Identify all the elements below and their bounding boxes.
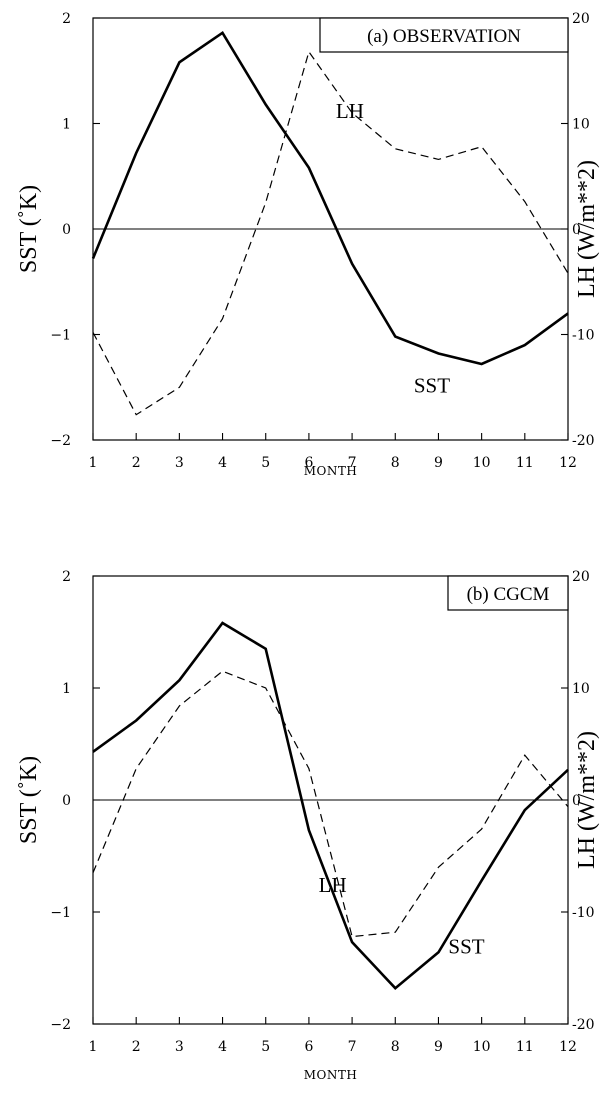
y-axis-title: SST (˚K) [16,185,42,273]
y2-tick-label: 20 [572,11,590,27]
y-tick-label: −1 [50,328,71,344]
sst-series-line [92,621,569,990]
x-tick-label: 4 [218,1039,227,1055]
x-tick-label: 2 [132,455,141,471]
y2-tick-label: 0 [572,793,581,809]
x-tick-label: 6 [304,455,313,471]
x-tick-label: 1 [89,1039,98,1055]
x-tick-label: 7 [348,455,357,471]
y2-axis-title: LH (W/m**2) [574,160,600,298]
y-tick-label: −1 [50,905,71,921]
y-axis-title: SST (˚K) [16,756,42,844]
y2-tick-label: 10 [572,117,590,133]
y-tick-label: 1 [62,681,71,697]
y2-tick-label: -10 [572,328,595,344]
y2-tick-label: 20 [572,569,590,585]
x-tick-label: 1 [89,455,98,471]
x-tick-label: 9 [434,1039,443,1055]
lh-series-line [92,670,569,938]
curve-label-sst: SST [448,934,484,958]
curve-label-lh: LH [319,873,347,897]
x-tick-label: 8 [391,455,400,471]
x-tick-label: 12 [559,455,577,471]
x-tick-label: 12 [559,1039,577,1055]
panel-label-box [447,575,569,611]
x-tick-label: 5 [261,455,270,471]
x-tick-label: 11 [516,455,534,471]
x-axis-title: MONTH [304,464,358,478]
y-tick-label: 0 [62,793,71,809]
y-tick-label: −2 [50,1017,71,1033]
x-tick-label: 5 [261,1039,270,1055]
y2-tick-label: -20 [572,1017,595,1033]
x-tick-label: 10 [473,1039,491,1055]
curve-label-lh: LH [336,99,364,123]
y2-tick-label: -20 [572,433,595,449]
x-tick-label: 9 [434,455,443,471]
panel-label-box [319,17,569,53]
y-tick-label: 2 [62,11,71,27]
x-tick-label: 2 [132,1039,141,1055]
x-tick-label: 8 [391,1039,400,1055]
x-tick-label: 4 [218,455,227,471]
panel-title: (a) OBSERVATION [367,26,521,47]
x-tick-label: 6 [304,1039,313,1055]
y2-tick-label: -10 [572,905,595,921]
x-tick-label: 3 [175,455,184,471]
y2-tick-label: 0 [572,222,581,238]
x-tick-label: 7 [348,1039,357,1055]
sst-series-line [91,30,569,366]
x-tick-label: 11 [516,1039,534,1055]
curve-label-sst: SST [414,374,450,398]
y-tick-label: −2 [50,433,71,449]
x-tick-label: 3 [175,1039,184,1055]
lh-series-line [92,50,569,416]
y2-tick-label: 10 [572,681,590,697]
y-tick-label: 2 [62,569,71,585]
x-tick-label: 10 [473,455,491,471]
panel-title: (b) CGCM [467,584,550,605]
x-axis-title: MONTH [304,1068,358,1082]
y-tick-label: 1 [62,117,71,133]
y-tick-label: 0 [62,222,71,238]
y2-axis-title: LH (W/m**2) [574,731,600,869]
